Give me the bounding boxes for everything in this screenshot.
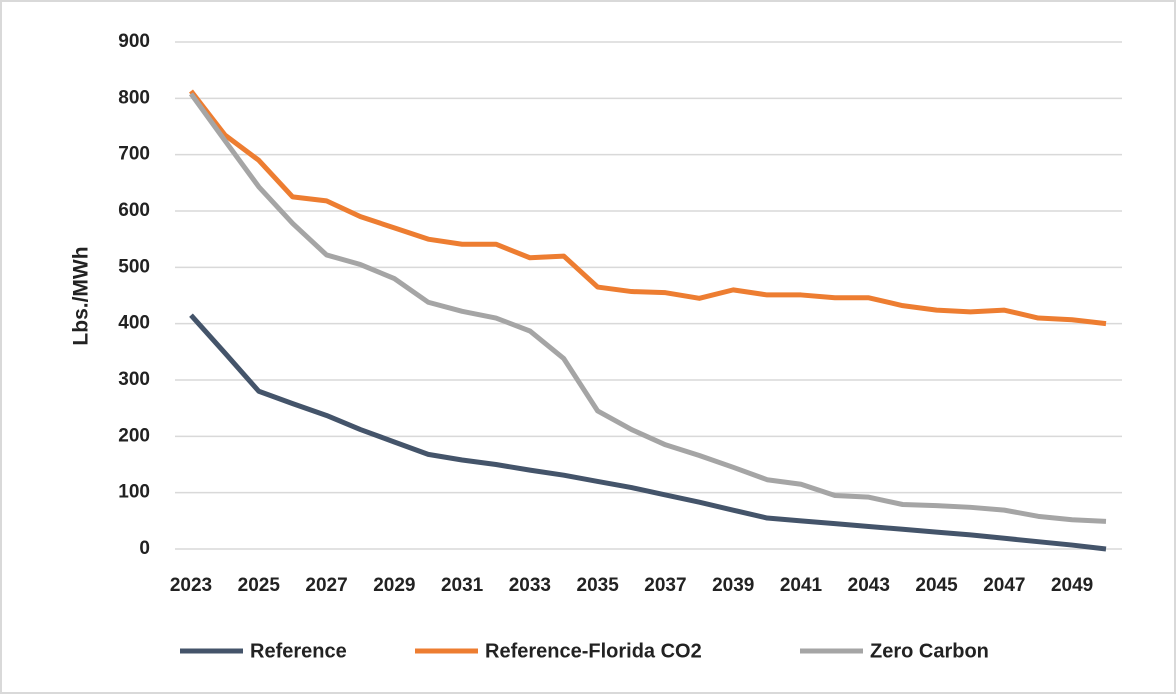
x-tick-label: 2045 [915, 575, 958, 596]
y-tick-label: 100 [118, 482, 150, 503]
data-line [189, 313, 1107, 552]
x-tick-label: 2035 [577, 575, 620, 596]
x-tick-label: 2049 [1051, 575, 1093, 596]
legend-label: Zero Carbon [870, 640, 989, 662]
x-tick-label: 2043 [848, 575, 890, 596]
y-tick-label: 500 [118, 256, 150, 277]
x-tick-label: 2039 [712, 575, 754, 596]
x-tick-label: 2033 [509, 575, 551, 596]
x-tick-label: 2047 [983, 575, 1025, 596]
y-tick-label: 700 [118, 144, 150, 165]
data-line [188, 92, 1107, 524]
y-tick-label: 400 [118, 313, 150, 334]
y-tick-label: 200 [118, 425, 150, 446]
x-tick-label: 2041 [780, 575, 823, 596]
y-tick-label: 900 [118, 31, 150, 52]
x-tick-label: 2027 [305, 575, 347, 596]
x-tick-label: 2037 [644, 575, 686, 596]
y-axis-label: Lbs./MWh [70, 246, 93, 345]
y-tick-label: 600 [118, 200, 150, 221]
y-tick-label: 0 [139, 538, 150, 559]
legend-label: Reference-Florida CO2 [485, 640, 702, 662]
y-tick-label: 300 [118, 369, 150, 390]
data-line [189, 89, 1107, 327]
x-tick-label: 2031 [441, 575, 484, 596]
x-tick-label: 2029 [373, 575, 415, 596]
x-tick-label: 2025 [238, 575, 281, 596]
legend-label: Reference [250, 640, 347, 662]
x-tick-label: 2023 [170, 575, 212, 596]
y-tick-label: 800 [118, 87, 150, 108]
